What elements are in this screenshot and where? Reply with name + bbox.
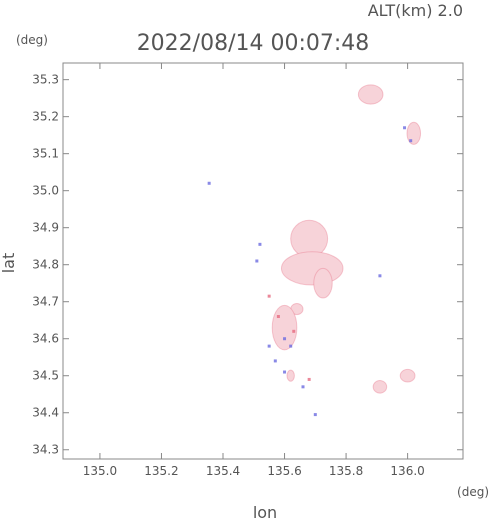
echo-spot [207,181,211,185]
chart-title: 2022/08/14 00:07:48 [137,31,370,56]
plot-frame [62,62,464,460]
y-tick-label: 34.5 [32,369,59,383]
y-tick-label: 34.9 [32,221,59,235]
x-unit-label: (deg) [457,485,489,499]
x-tick-label: 135.6 [267,464,301,478]
y-tick-label: 34.8 [32,258,59,272]
echo-area [399,368,416,383]
echo-spot [403,126,407,130]
echo-spot [267,344,271,348]
echo-area [313,267,333,299]
y-tick-label: 35.1 [32,147,59,161]
x-tick-label: 136.0 [390,464,424,478]
echo-area [406,121,422,145]
echo-spot [292,329,296,333]
echo-spot [289,344,293,348]
y-tick-label: 34.3 [32,443,59,457]
echo-spot [313,413,317,417]
y-tick-label: 34.6 [32,332,59,346]
echo-spot [267,294,271,298]
echo-area [286,369,295,382]
echo-spot [378,274,382,278]
x-tick-label: 135.2 [144,464,178,478]
x-tick-label: 135.8 [329,464,363,478]
ticks-layer: 135.0 135.2 135.4 135.6 135.8 136.0 34.3 34.4 34… [32,63,463,478]
x-axis-label: lon [253,503,277,521]
y-tick-label: 35.2 [32,110,59,124]
altitude-label: ALT(km) 2.0 [368,1,463,20]
y-tick-label: 35.3 [32,73,59,87]
y-tick-label: 35.0 [32,184,59,198]
echo-area [280,251,344,286]
echo-spot [255,259,259,263]
y-tick-label: 34.7 [32,295,59,309]
x-tick-label: 135.0 [83,464,117,478]
echo-spot [276,315,280,319]
echo-spot [258,242,262,246]
echo-spot [409,139,413,143]
echo-spot [283,370,287,374]
echo-area [372,380,388,394]
echo-spot [307,377,311,381]
echo-spot [283,337,287,341]
echo-spot [273,359,277,363]
y-unit-label: (deg) [16,33,48,47]
x-tick-label: 135.4 [206,464,240,478]
y-tick-label: 34.4 [32,406,59,420]
echo-layer [207,84,422,417]
echo-area [271,304,298,351]
echo-spot [301,385,305,389]
echo-area [357,84,384,105]
y-axis-label: lat [0,253,18,274]
